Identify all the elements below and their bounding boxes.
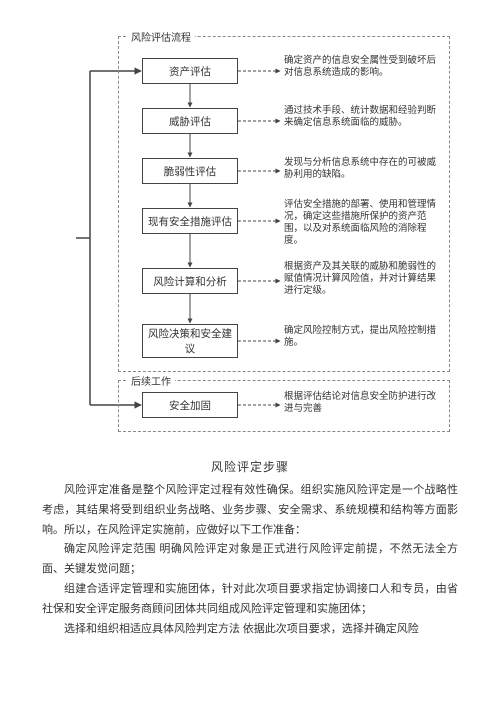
node-n1: 资产评估: [142, 58, 238, 84]
para-2: 确定风险评定范围 明确风险评定对象是正式进行风险评定前提，不然无法全方面、关键发…: [42, 540, 458, 580]
node-n2: 威胁评估: [142, 108, 238, 134]
node-n6: 风险决策和安全建议: [142, 324, 238, 358]
para-4: 选择和组织相适应具体风险判定方法 依据此次项目要求，选择并确定风险: [42, 620, 458, 640]
desc-n4: 评估安全措施的部署、使用和管理情况，确定这些措施所保护的资产范围，以及对系统面临…: [284, 200, 442, 248]
desc-n6: 确定风险控制方式，提出风险控制措施。: [284, 326, 442, 350]
group-label: 风险评估流程: [127, 29, 195, 44]
para-1: 风险评定准备是整个风险评定过程有效性确保。组织实施风险评定是一个战略性考虑，其结…: [42, 481, 458, 540]
node-n7: 安全加固: [142, 392, 238, 418]
node-n3: 脆弱性评估: [142, 158, 238, 184]
node-n4: 现有安全措施评估: [142, 208, 238, 234]
node-n5: 风险计算和分析: [142, 268, 238, 294]
desc-n7: 根据评估结论对信息安全防护进行改进与完善: [284, 392, 442, 416]
desc-n3: 发现与分析信息系统中存在的可被威胁利用的缺陷。: [284, 158, 442, 182]
document-body: 风险评定步骤 风险评定准备是整个风险评定过程有效性确保。组织实施风险评定是一个战…: [42, 458, 458, 639]
desc-n2: 通过技术手段、统计数据和经验判断来确定信息系统面临的威胁。: [284, 106, 442, 130]
para-3: 组建合适评定管理和实施团体，针对此次项目要求指定协调接口人和专员，由省社保和安全…: [42, 580, 458, 620]
desc-n5: 根据资产及其关联的威胁和脆弱性的赋值情况计算风险值，并对计算结果进行定级。: [284, 262, 442, 298]
group-label: 后续工作: [127, 373, 175, 388]
desc-n1: 确定资产的信息安全属性受到破坏后对信息系统造成的影响。: [284, 56, 442, 80]
risk-assessment-flowchart: 风险评估流程后续工作 资产评估威胁评估脆弱性评估现有安全措施评估风险计算和分析风险…: [42, 30, 458, 440]
section-title: 风险评定步骤: [42, 458, 458, 475]
